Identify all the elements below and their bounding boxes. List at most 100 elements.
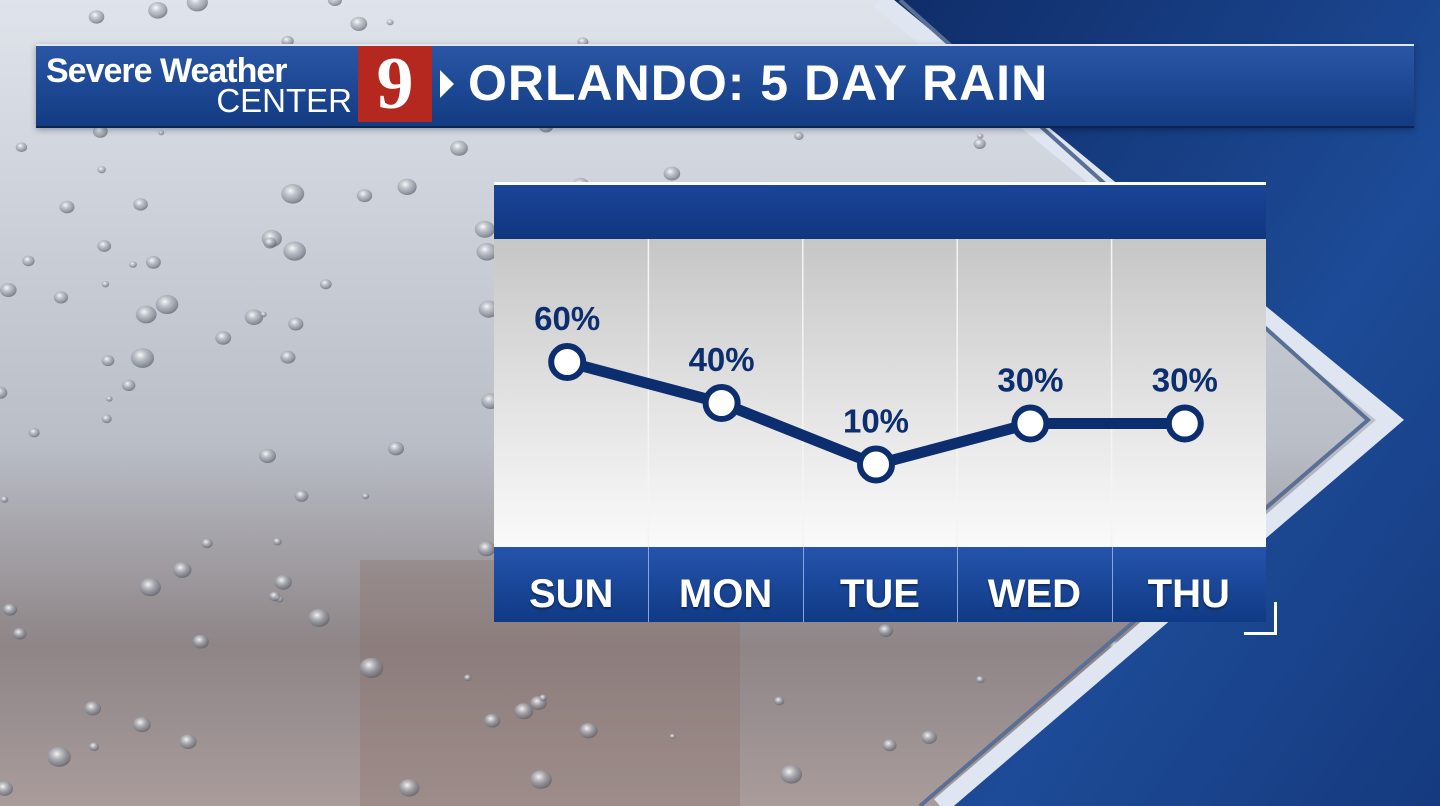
raindrop [139,578,161,597]
raindrop [359,657,384,679]
raindrop [15,142,28,152]
raindrop [387,441,405,456]
raindrop [12,627,27,640]
raindrop [101,355,115,367]
raindrop [0,283,17,297]
data-label: 60% [534,300,600,337]
raindrop [122,379,136,391]
raindrop [398,779,420,797]
raindrop [529,770,552,789]
raindrop [215,331,232,345]
raindrop [976,675,985,684]
data-label: 30% [1152,362,1218,399]
raindrop [0,386,8,399]
raindrop [319,279,332,290]
raindrop [135,305,157,324]
brand-subname: CENTER [216,82,352,119]
raindrop [281,184,305,204]
data-point [702,384,741,422]
raindrop [669,733,676,740]
data-point [1011,404,1050,443]
station-logo: Severe Weather CENTER [40,46,358,122]
data-point [857,445,895,484]
day-label: WED [987,572,1082,616]
raindrop [158,130,165,136]
day-label: TUE [839,572,920,616]
chart-plot-area [494,239,1266,547]
raindrop [148,2,168,19]
raindrop [47,746,71,767]
day-separator [802,547,804,622]
raindrop [397,178,417,195]
raindrop [294,490,309,502]
raindrop [386,19,394,26]
raindrop [308,608,330,628]
raindrop [101,281,110,288]
raindrop [663,166,681,181]
raindrop [263,237,277,249]
chart-header-bar [494,182,1266,239]
raindrop [780,765,803,784]
raindrop [976,133,984,139]
raindrop [774,696,785,706]
raindrop [273,537,282,546]
raindrop [59,200,75,214]
raindrop [84,701,101,716]
page-title: ORLANDO: 5 DAY RAIN [468,55,1049,111]
data-label: 40% [689,341,755,378]
raindrop [274,574,292,590]
raindrop [97,166,106,174]
data-point [1165,404,1204,443]
rain-chance-chart: 60% 40% 10% 30% 30% SUN MON TUE WED THU [494,182,1266,622]
raindrop [133,198,148,211]
raindrop [794,131,804,140]
raindrop [288,317,304,331]
brand-name: Severe Weather [46,52,288,90]
raindrop [450,140,468,156]
raindrop [476,243,498,261]
raindrop [362,493,370,500]
channel-9-logo: 9 [358,46,432,122]
raindrop [478,300,499,318]
corner-bracket [1244,602,1277,635]
raindrop [106,396,113,402]
raindrop [973,138,986,149]
raindrop [514,703,534,720]
raindrop [92,125,108,138]
play-arrow-icon [440,70,454,98]
title-bar [36,44,1414,128]
raindrop [463,674,472,682]
raindrop [539,694,548,702]
raindrop [0,781,13,796]
raindrop [0,496,9,503]
raindrop [878,624,894,637]
raindrop [484,713,501,728]
raindrop [22,255,35,267]
raindrop [477,541,496,557]
raindrop [356,189,373,203]
raindrop [179,734,197,749]
data-label: 10% [843,403,909,440]
day-labels-row: SUN MON TUE WED THU [494,547,1266,622]
raindrop [101,414,112,424]
raindrop [88,10,105,24]
raindrop [281,35,294,47]
raindrop [155,294,179,315]
day-separator [648,547,650,622]
raindrop [97,240,112,252]
raindrop [260,311,267,318]
raindrop [132,717,151,733]
data-label: 30% [997,362,1063,399]
raindrop [882,739,897,752]
data-point [548,343,587,381]
day-label: THU [1147,572,1230,616]
day-label: MON [678,572,773,616]
raindrop [283,241,306,261]
raindrop [579,722,598,739]
raindrop [192,634,209,649]
raindrop [921,730,937,744]
raindrop [2,603,18,616]
rain-chance-line-plot: 60% 40% 10% 30% 30% [534,239,1218,547]
raindrop [130,348,155,368]
day-label: SUN [528,572,614,616]
